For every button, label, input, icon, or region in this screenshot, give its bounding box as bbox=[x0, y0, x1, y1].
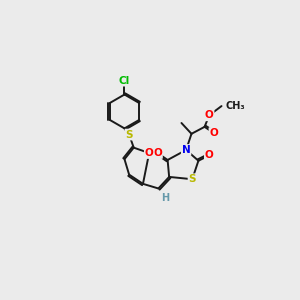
Text: CH₃: CH₃ bbox=[225, 101, 245, 111]
Text: O: O bbox=[145, 148, 154, 158]
Text: O: O bbox=[205, 150, 214, 160]
Text: O: O bbox=[153, 148, 162, 158]
Text: S: S bbox=[188, 174, 196, 184]
Text: Cl: Cl bbox=[119, 76, 130, 86]
Text: S: S bbox=[125, 130, 133, 140]
Text: O: O bbox=[205, 110, 214, 120]
Text: H: H bbox=[161, 193, 170, 203]
Text: N: N bbox=[182, 145, 190, 155]
Text: O: O bbox=[209, 128, 218, 138]
